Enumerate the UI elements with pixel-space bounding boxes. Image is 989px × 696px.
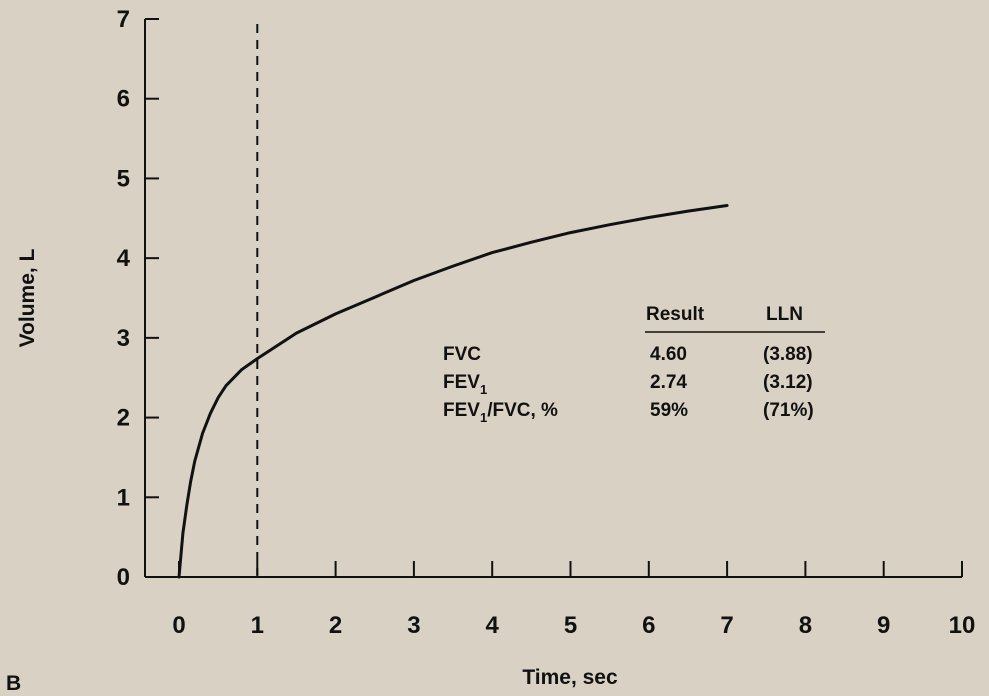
- table-row-lln: (71%): [763, 400, 814, 421]
- y-tick-label: 6: [117, 86, 130, 113]
- y-tick-label: 2: [117, 405, 130, 432]
- table-row-lln: (3.12): [763, 372, 813, 393]
- x-tick-label: 5: [564, 612, 577, 639]
- x-tick-label: 9: [877, 612, 890, 639]
- table-row-result: 2.74: [650, 372, 687, 393]
- y-tick-label: 5: [117, 165, 130, 192]
- y-tick-label: 0: [117, 564, 130, 591]
- x-tick-label: 2: [329, 612, 342, 639]
- y-tick-label: 7: [117, 6, 130, 33]
- x-tick-label: 7: [720, 612, 733, 639]
- table-header-result: Result: [646, 304, 705, 325]
- row-label-subscript: 1: [480, 382, 487, 397]
- x-tick-label: 10: [949, 612, 976, 639]
- row-label-main: FEV: [443, 372, 480, 393]
- table-row-label: FEV1: [443, 372, 487, 397]
- row-label-main: FVC: [443, 344, 481, 365]
- table-header-lln: LLN: [766, 304, 803, 325]
- row-label-main: FEV: [443, 400, 480, 421]
- x-tick-label: 4: [486, 612, 500, 639]
- ticks: 0 1 2 3 4 5 6 7 8 9 10 0 1 2 3 4 5 6 7: [117, 6, 976, 639]
- series-group: [177, 204, 729, 579]
- x-axis-title: Time, sec: [522, 666, 618, 689]
- table-row-result: 59%: [650, 400, 688, 421]
- x-tick-label: 0: [172, 612, 185, 639]
- table-row-label: FVC: [443, 344, 481, 365]
- axes: [144, 19, 962, 578]
- table-row-result: 4.60: [650, 344, 687, 365]
- x-tick-label: 1: [251, 612, 264, 639]
- table-row-lln: (3.88): [763, 344, 813, 365]
- x-tick-label: 3: [407, 612, 420, 639]
- row-label-suffix: /FVC, %: [487, 400, 558, 421]
- labels-group: Time, sec Volume, L B: [6, 248, 618, 695]
- x-tick-label: 8: [799, 612, 812, 639]
- table-row-label: FEV1/FVC, %: [443, 400, 558, 425]
- y-tick-label: 1: [117, 484, 130, 511]
- y-tick-label: 3: [117, 325, 130, 352]
- x-tick-label: 6: [642, 612, 655, 639]
- volume-time-curve: [177, 204, 729, 579]
- y-tick-label: 4: [117, 245, 131, 272]
- y-axis-title: Volume, L: [16, 248, 39, 347]
- panel-label: B: [6, 672, 21, 695]
- row-label-subscript: 1: [480, 410, 487, 425]
